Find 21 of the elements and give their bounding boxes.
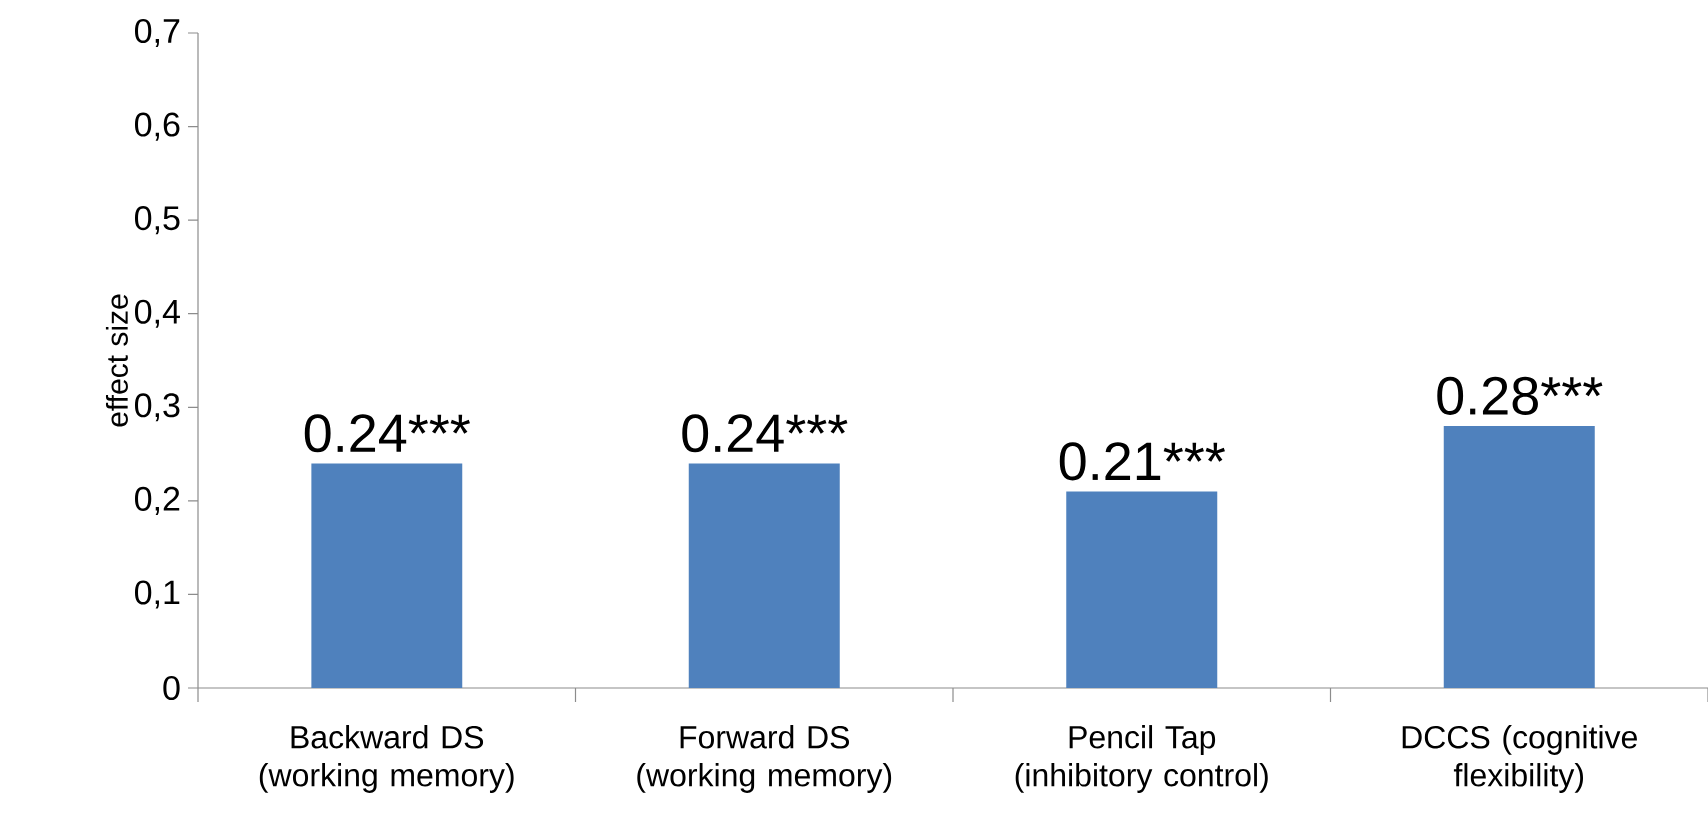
bar	[688, 463, 840, 688]
x-tick-label: Backward DS (working memory)	[259, 725, 514, 793]
data-label: 0.28***	[1437, 376, 1603, 415]
x-tick-label: Pencil Tap (inhibitory control)	[1015, 725, 1268, 793]
bar	[1066, 491, 1218, 688]
data-label: 0.24***	[682, 414, 848, 453]
y-axis-title: effect size	[105, 294, 128, 427]
data-label: 0.21***	[1059, 442, 1225, 481]
y-tick-label: 0	[163, 675, 180, 701]
x-tick-label: Forward DS (working memory)	[637, 725, 892, 793]
data-label: 0.24***	[304, 414, 470, 453]
y-tick-label: 0,5	[134, 206, 180, 235]
y-tick-label: 0,3	[134, 393, 180, 422]
y-tick-label: 0,6	[134, 112, 180, 141]
y-tick-label: 0,1	[134, 580, 180, 609]
bar	[1443, 426, 1595, 688]
bar	[311, 463, 463, 688]
x-tick-label: DCCS (cognitive flexibility)	[1402, 725, 1637, 793]
y-tick-label: 0,2	[134, 486, 180, 515]
y-tick-label: 0,7	[134, 18, 180, 48]
y-tick-label: 0,4	[134, 299, 180, 328]
